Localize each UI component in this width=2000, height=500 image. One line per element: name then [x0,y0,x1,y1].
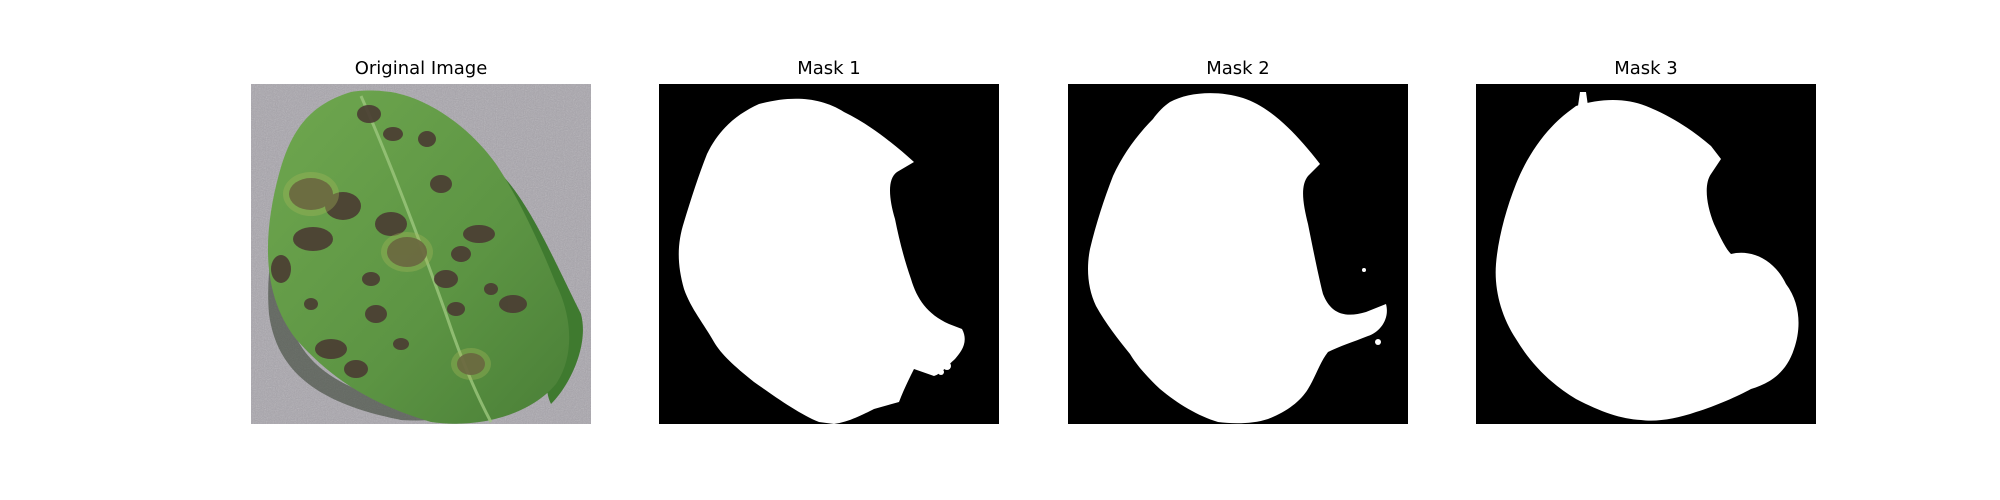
panel-title: Mask 2 [1068,58,1408,80]
mask-1-image [659,84,999,424]
panel-mask-3: Mask 3 [1476,0,1816,500]
mask-2-image [1068,84,1408,424]
panel-original-image: Original Image [251,0,591,500]
mask-3-image [1476,84,1816,424]
original-leaf-photo [251,84,591,424]
panel-title: Mask 3 [1476,58,1816,80]
panel-title: Original Image [251,58,591,80]
panel-mask-2: Mask 2 [1068,0,1408,500]
panel-mask-1: Mask 1 [659,0,999,500]
panel-title: Mask 1 [659,58,999,80]
